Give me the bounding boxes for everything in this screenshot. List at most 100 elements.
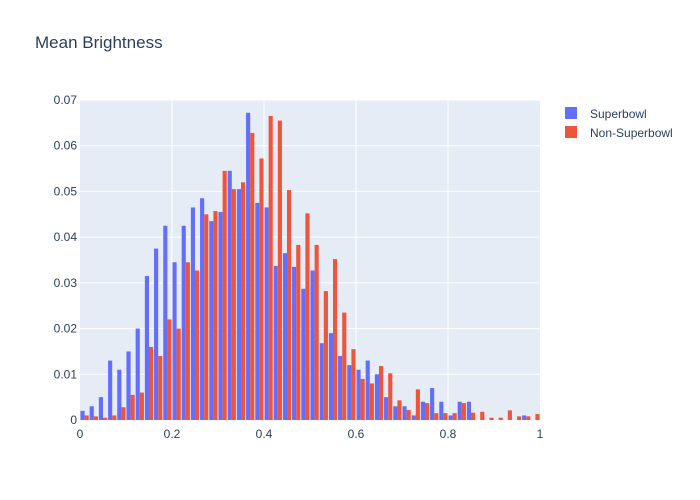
y-tick-label: 0.05 bbox=[54, 184, 78, 198]
bar-superbowl bbox=[236, 189, 241, 420]
y-tick-label: 0.04 bbox=[54, 230, 78, 244]
bar-superbowl bbox=[273, 265, 278, 420]
bar-non-superbowl bbox=[360, 378, 365, 420]
bar-superbowl bbox=[457, 401, 462, 420]
bar-non-superbowl bbox=[176, 328, 181, 420]
bar-superbowl bbox=[108, 360, 113, 420]
bar-superbowl bbox=[292, 266, 297, 420]
bar-superbowl bbox=[411, 415, 416, 420]
bar-superbowl bbox=[154, 248, 159, 420]
bar-non-superbowl bbox=[535, 414, 540, 420]
bar-non-superbowl bbox=[204, 214, 209, 420]
bar-non-superbowl bbox=[498, 417, 503, 420]
bar-non-superbowl bbox=[314, 244, 319, 420]
bar-superbowl bbox=[522, 415, 527, 420]
bar-superbowl bbox=[310, 270, 315, 420]
bar-superbowl bbox=[89, 406, 94, 420]
y-tick-label: 0.07 bbox=[54, 93, 78, 107]
x-tick-label: 0.6 bbox=[348, 427, 365, 441]
bar-non-superbowl bbox=[130, 394, 135, 420]
x-tick-label: 1 bbox=[537, 427, 544, 441]
bar-non-superbowl bbox=[167, 319, 172, 420]
bar-non-superbowl bbox=[452, 413, 457, 420]
bar-superbowl bbox=[190, 207, 195, 420]
bar-superbowl bbox=[80, 410, 85, 420]
bar-non-superbowl bbox=[406, 409, 411, 420]
bar-non-superbowl bbox=[379, 366, 384, 420]
chart-title: Mean Brightness bbox=[35, 33, 163, 52]
bar-superbowl bbox=[172, 262, 177, 420]
bar-superbowl bbox=[282, 253, 287, 420]
bar-non-superbowl bbox=[250, 132, 255, 420]
bar-non-superbowl bbox=[149, 346, 154, 420]
axis-layer: 0 0.01 0.02 0.03 0.04 0.05 0.06 0.07 0 0.2 0.4 0.6 0… bbox=[54, 93, 544, 441]
bar-superbowl bbox=[126, 351, 131, 420]
legend-swatch bbox=[565, 107, 577, 119]
bar-superbowl bbox=[384, 397, 389, 420]
bar-superbowl bbox=[181, 225, 186, 420]
bar-non-superbowl bbox=[287, 190, 292, 420]
bar-superbowl bbox=[420, 401, 425, 420]
x-tick-label: 0.4 bbox=[256, 427, 273, 441]
bar-superbowl bbox=[319, 343, 324, 420]
bar-superbowl bbox=[144, 276, 149, 420]
bar-superbowl bbox=[448, 415, 453, 420]
bar-superbowl bbox=[227, 170, 232, 420]
legend[interactable]: Superbowl Non-Superbowl bbox=[565, 107, 673, 140]
bar-non-superbowl bbox=[84, 415, 89, 420]
bar-superbowl bbox=[255, 202, 260, 420]
bar-non-superbowl bbox=[517, 416, 522, 420]
bar-non-superbowl bbox=[369, 383, 374, 420]
bar-superbowl bbox=[209, 221, 214, 420]
bar-non-superbowl bbox=[277, 120, 282, 421]
bar-non-superbowl bbox=[139, 392, 144, 420]
bar-non-superbowl bbox=[471, 412, 476, 420]
bar-superbowl bbox=[393, 406, 398, 420]
bar-superbowl bbox=[163, 225, 168, 420]
bar-non-superbowl bbox=[158, 356, 163, 420]
bar-non-superbowl bbox=[121, 407, 126, 420]
legend-item-superbowl[interactable]: Superbowl bbox=[565, 107, 647, 121]
bar-superbowl bbox=[246, 112, 251, 421]
bar-superbowl bbox=[374, 374, 379, 420]
legend-item-non-superbowl[interactable]: Non-Superbowl bbox=[565, 126, 673, 140]
grid-layer bbox=[80, 99, 540, 420]
bar-non-superbowl bbox=[231, 189, 236, 420]
bar-non-superbowl bbox=[268, 116, 273, 420]
bar-superbowl bbox=[200, 198, 205, 420]
bar-superbowl bbox=[356, 369, 361, 420]
bar-superbowl bbox=[439, 401, 444, 420]
bar-non-superbowl bbox=[507, 410, 512, 420]
bar-superbowl bbox=[218, 212, 223, 420]
bar-superbowl bbox=[347, 365, 352, 420]
bar-non-superbowl bbox=[434, 413, 439, 420]
bar-non-superbowl bbox=[195, 270, 200, 420]
bar-non-superbowl bbox=[305, 213, 310, 420]
bar-non-superbowl bbox=[489, 417, 494, 420]
bar-non-superbowl bbox=[461, 403, 466, 420]
bar-non-superbowl bbox=[333, 259, 338, 420]
bar-non-superbowl bbox=[480, 411, 485, 420]
bar-non-superbowl bbox=[241, 182, 246, 420]
bar-non-superbowl bbox=[415, 389, 420, 420]
bar-superbowl bbox=[466, 401, 471, 420]
bar-non-superbowl bbox=[93, 416, 98, 420]
bar-superbowl bbox=[430, 388, 435, 420]
legend-label: Non-Superbowl bbox=[590, 126, 673, 140]
bar-superbowl bbox=[117, 369, 122, 420]
bar-non-superbowl bbox=[342, 312, 347, 420]
bar-superbowl bbox=[98, 397, 103, 420]
bar-non-superbowl bbox=[397, 400, 402, 420]
y-tick-label: 0.06 bbox=[54, 139, 78, 153]
bar-non-superbowl bbox=[112, 415, 117, 420]
bar-superbowl bbox=[328, 333, 333, 420]
x-tick-label: 0.2 bbox=[164, 427, 181, 441]
bar-non-superbowl bbox=[323, 291, 328, 420]
bars-layer bbox=[80, 112, 540, 421]
bar-non-superbowl bbox=[351, 349, 356, 420]
bar-non-superbowl bbox=[185, 262, 190, 420]
bar-non-superbowl bbox=[388, 373, 393, 420]
bar-superbowl bbox=[301, 288, 306, 420]
y-tick-label: 0 bbox=[70, 413, 77, 427]
